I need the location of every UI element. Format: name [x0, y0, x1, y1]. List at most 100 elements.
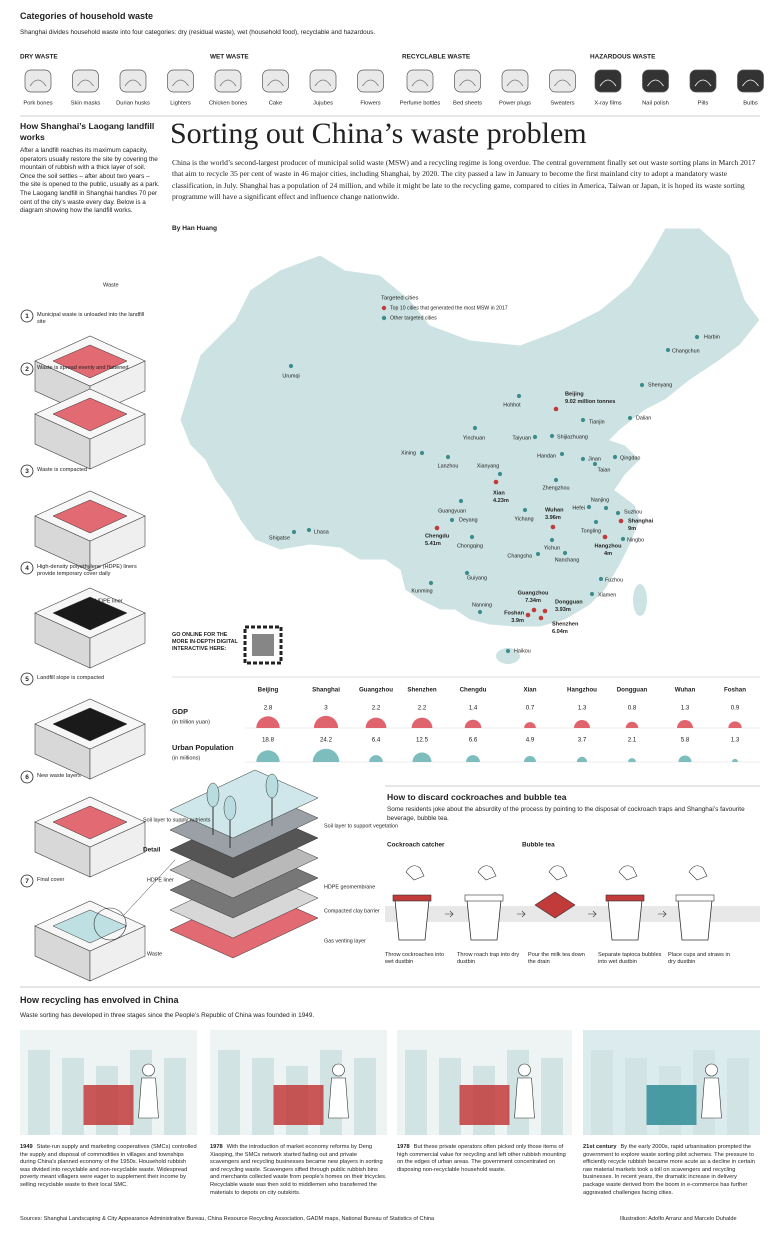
item-icon-detail — [506, 79, 524, 87]
disposal-title: How to discard cockroaches and bubble te… — [387, 792, 567, 802]
hainan — [496, 648, 520, 664]
item-icon-detail — [599, 79, 617, 87]
city-name: Shijiazhuang — [557, 434, 588, 440]
building — [541, 1058, 563, 1135]
building — [252, 1058, 274, 1135]
city-name: Xining — [401, 450, 416, 456]
city-name: Kunming — [411, 588, 432, 594]
top-city-name: Chengdu — [425, 533, 450, 539]
item-icon-detail — [459, 79, 476, 87]
top-city-msw: 3.96m — [545, 515, 561, 521]
value-label: 0.8 — [628, 705, 637, 712]
top-city-dot — [434, 525, 440, 531]
dustbin-lid — [392, 894, 432, 902]
value-label: 5.8 — [681, 737, 690, 744]
step-number: 1 — [25, 313, 29, 320]
step-number-circle — [20, 672, 34, 686]
top-city-dot — [542, 608, 548, 614]
landfill-pit — [52, 499, 128, 534]
dustbin-lid — [464, 894, 504, 902]
city-dot — [559, 451, 565, 457]
value-label: 6.4 — [372, 737, 381, 744]
dustbin-lid — [675, 894, 715, 902]
item-label: Pills — [698, 101, 709, 107]
step-number: 2 — [25, 366, 29, 373]
item-label: Sweaters — [550, 101, 574, 107]
stage-text: 21st century By the early 2000s, rapid ur… — [583, 1144, 755, 1196]
city-dot — [580, 417, 586, 423]
series-unit: (in trillion yuan) — [172, 719, 210, 725]
semicircle — [464, 719, 482, 728]
item-label: Bulbs — [743, 101, 758, 107]
step-number-circle — [20, 464, 34, 478]
recycling-title: How recycling has envolved in China — [20, 995, 179, 1005]
city-name: Dalian — [636, 415, 651, 421]
city-dot — [288, 363, 294, 369]
building — [218, 1050, 240, 1135]
top-city-name: Guangzhou — [518, 590, 549, 596]
city-dot — [586, 504, 592, 510]
city-name: Ningbo — [627, 537, 644, 543]
city-dot — [620, 536, 626, 542]
city-name: Nanning — [472, 602, 492, 608]
city-name: Zhengzhou — [543, 485, 570, 491]
item-icon-detail — [411, 79, 429, 87]
semicircle — [256, 750, 280, 762]
item-icon — [594, 69, 622, 93]
city-dot — [477, 609, 483, 615]
chart-category: Shanghai — [312, 687, 340, 694]
semicircle — [256, 716, 280, 728]
semicircle — [313, 715, 339, 728]
top-city-dot — [550, 524, 556, 530]
item-icon-detail — [29, 79, 47, 87]
chart-category: Guangzhou — [359, 687, 393, 694]
chart-category: Dongguan — [617, 687, 648, 694]
value-label: 0.7 — [526, 705, 535, 712]
detail-label: Soil layer to support vegetation — [324, 823, 398, 829]
city-dot — [516, 393, 522, 399]
top-city-dot — [493, 479, 499, 485]
item-icon — [689, 69, 717, 93]
item-icon — [642, 69, 669, 93]
semicircle — [576, 756, 588, 762]
value-label: 6.6 — [469, 737, 478, 744]
building — [591, 1050, 613, 1135]
item-icon-detail — [219, 79, 237, 87]
city-name: Xiamen — [598, 592, 616, 598]
step-text: Waste is spread evenly and flattened — [37, 365, 129, 371]
city-dot — [603, 505, 609, 511]
group-label: Cockroach catcher — [387, 842, 445, 849]
city-name: Handan — [537, 453, 556, 459]
city-dot — [589, 591, 595, 597]
tree-crown — [223, 795, 237, 821]
chart-category: Chengdu — [460, 687, 487, 694]
city-dot — [612, 454, 618, 460]
top-city-msw: 9.02 million tonnes — [565, 399, 615, 405]
item-icon-detail — [694, 79, 712, 87]
category-name: DRY WASTE — [20, 54, 58, 61]
item-icon-detail — [362, 79, 379, 87]
value-label: 0.9 — [731, 705, 740, 712]
city-dot — [419, 450, 425, 456]
china-map — [179, 227, 761, 628]
sources: Sources: Shanghai Landscaping & City App… — [20, 1216, 435, 1222]
item-label: Chicken bones — [209, 101, 247, 107]
city-dot — [553, 477, 559, 483]
city-name: Yichang — [514, 516, 533, 522]
stage-era: 1949 — [20, 1144, 33, 1150]
top-city-msw: 3.9m — [511, 618, 524, 624]
liner-label: HDPE liner — [95, 598, 123, 604]
city-dot — [580, 456, 586, 462]
item-icon-detail — [314, 79, 332, 87]
step-label: Separate tapioca bubbles into wet dustbi… — [598, 952, 662, 966]
top-city-msw: 9m — [628, 526, 636, 532]
landfill-pit — [52, 344, 128, 379]
online-note: GO ONLINE FOR THE MORE IN-DEPTH DIGITAL … — [172, 632, 238, 652]
qr-code[interactable] — [243, 625, 283, 665]
city-dot — [639, 382, 645, 388]
value-label: 1.3 — [578, 705, 587, 712]
chart-category: Shenzhen — [407, 687, 436, 694]
item-label: Skin masks — [71, 101, 101, 107]
item-icon-detail — [124, 79, 142, 87]
